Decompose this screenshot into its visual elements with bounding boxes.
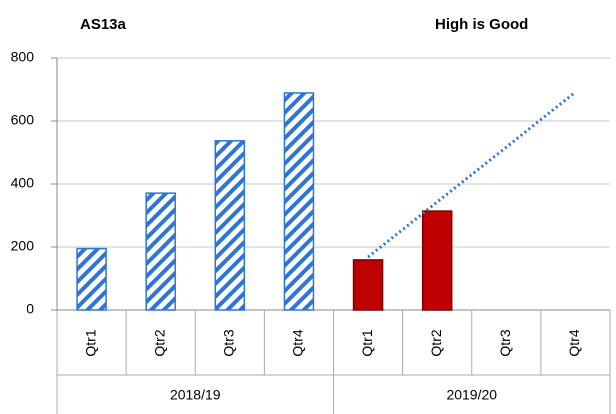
x-tick-label: Qtr3 — [497, 329, 513, 356]
y-tick-label: 600 — [11, 112, 35, 128]
y-tick-label: 400 — [11, 175, 35, 191]
bar — [352, 259, 384, 311]
bar — [214, 140, 246, 311]
bar — [421, 210, 453, 311]
bar — [76, 247, 107, 311]
y-tick-label: 200 — [11, 238, 35, 254]
x-tick-label: Qtr4 — [566, 329, 582, 356]
x-tick-label: Qtr2 — [428, 329, 444, 356]
chart-title: AS13a — [80, 16, 127, 33]
bar — [283, 92, 315, 311]
annotation: High is Good — [435, 16, 528, 33]
x-tick-label: Qtr3 — [221, 329, 237, 356]
x-tick-label: Qtr2 — [151, 329, 167, 356]
y-tick-label: 800 — [11, 49, 35, 65]
group-label: 2018/19 — [170, 387, 221, 403]
x-tick-label: Qtr4 — [290, 329, 306, 356]
x-tick-label: Qtr1 — [82, 329, 98, 356]
bar — [145, 192, 176, 311]
y-tick-label: 0 — [26, 301, 34, 317]
x-tick-label: Qtr1 — [359, 329, 375, 356]
trend-line — [367, 90, 577, 259]
group-label: 2019/20 — [446, 387, 497, 403]
